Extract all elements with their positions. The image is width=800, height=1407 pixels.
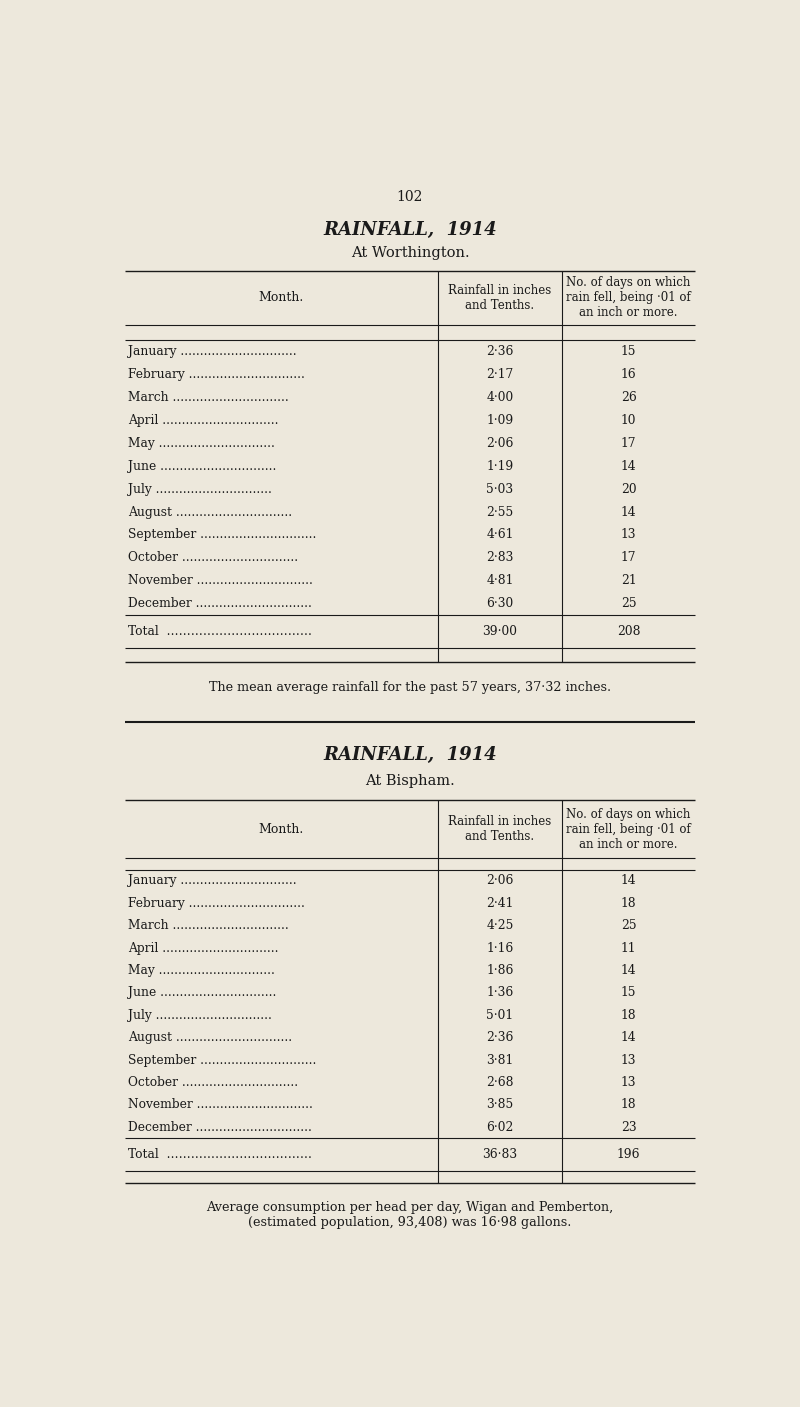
Text: 6·30: 6·30: [486, 597, 514, 611]
Text: January ..............................: January ..............................: [128, 345, 297, 357]
Text: 1·16: 1·16: [486, 941, 514, 955]
Text: 4·25: 4·25: [486, 919, 514, 933]
Text: 2·68: 2·68: [486, 1076, 514, 1089]
Text: Rainfall in inches
and Tenths.: Rainfall in inches and Tenths.: [448, 815, 551, 843]
Text: October ..............................: October ..............................: [128, 1076, 298, 1089]
Text: 14: 14: [621, 1031, 636, 1044]
Text: 1·36: 1·36: [486, 986, 514, 999]
Text: 5·01: 5·01: [486, 1009, 514, 1021]
Text: 14: 14: [621, 460, 636, 473]
Text: 2·55: 2·55: [486, 505, 514, 519]
Text: 14: 14: [621, 505, 636, 519]
Text: 18: 18: [621, 1099, 636, 1112]
Text: 14: 14: [621, 875, 636, 888]
Text: July ..............................: July ..............................: [128, 1009, 272, 1021]
Text: 13: 13: [621, 529, 636, 542]
Text: 18: 18: [621, 896, 636, 910]
Text: 6·02: 6·02: [486, 1121, 514, 1134]
Text: 15: 15: [621, 986, 636, 999]
Text: April ..............................: April ..............................: [128, 941, 278, 955]
Text: Average consumption per head per day, Wigan and Pemberton,
(estimated population: Average consumption per head per day, Wi…: [206, 1202, 614, 1230]
Text: August ..............................: August ..............................: [128, 1031, 292, 1044]
Text: 18: 18: [621, 1009, 636, 1021]
Text: 2·36: 2·36: [486, 345, 514, 357]
Text: July ..............................: July ..............................: [128, 483, 272, 495]
Text: May ..............................: May ..............................: [128, 436, 274, 450]
Text: December ..............................: December ..............................: [128, 597, 312, 611]
Text: 23: 23: [621, 1121, 636, 1134]
Text: 2·17: 2·17: [486, 367, 514, 381]
Text: Month.: Month.: [258, 291, 304, 304]
Text: January ..............................: January ..............................: [128, 875, 297, 888]
Text: April ..............................: April ..............................: [128, 414, 278, 426]
Text: No. of days on which
rain fell, being ·01 of
an inch or more.: No. of days on which rain fell, being ·0…: [566, 808, 691, 851]
Text: November ..............................: November ..............................: [128, 1099, 313, 1112]
Text: 5·03: 5·03: [486, 483, 514, 495]
Text: Rainfall in inches
and Tenths.: Rainfall in inches and Tenths.: [448, 284, 551, 312]
Text: 16: 16: [621, 367, 636, 381]
Text: June ..............................: June ..............................: [128, 986, 276, 999]
Text: 196: 196: [617, 1148, 640, 1161]
Text: 10: 10: [621, 414, 636, 426]
Text: 36·83: 36·83: [482, 1148, 518, 1161]
Text: 4·00: 4·00: [486, 391, 514, 404]
Text: February ..............................: February ..............................: [128, 367, 305, 381]
Text: At Worthington.: At Worthington.: [350, 246, 470, 260]
Text: 2·36: 2·36: [486, 1031, 514, 1044]
Text: Total  ………………………………: Total ………………………………: [128, 1148, 312, 1161]
Text: September ..............................: September ..............................: [128, 529, 316, 542]
Text: 2·83: 2·83: [486, 552, 514, 564]
Text: 17: 17: [621, 552, 636, 564]
Text: 26: 26: [621, 391, 637, 404]
Text: RAINFALL,  1914: RAINFALL, 1914: [323, 746, 497, 764]
Text: 2·06: 2·06: [486, 436, 514, 450]
Text: 1·86: 1·86: [486, 964, 514, 976]
Text: 102: 102: [397, 190, 423, 204]
Text: 11: 11: [621, 941, 636, 955]
Text: March ..............................: March ..............................: [128, 919, 289, 933]
Text: At Bispham.: At Bispham.: [365, 774, 455, 788]
Text: 14: 14: [621, 964, 636, 976]
Text: 3·85: 3·85: [486, 1099, 514, 1112]
Text: 208: 208: [617, 625, 640, 637]
Text: September ..............................: September ..............................: [128, 1054, 316, 1067]
Text: 25: 25: [621, 919, 636, 933]
Text: 2·41: 2·41: [486, 896, 514, 910]
Text: 1·19: 1·19: [486, 460, 514, 473]
Text: 13: 13: [621, 1076, 636, 1089]
Text: The mean average rainfall for the past 57 years, 37·32 inches.: The mean average rainfall for the past 5…: [209, 681, 611, 694]
Text: June ..............................: June ..............................: [128, 460, 276, 473]
Text: No. of days on which
rain fell, being ·01 of
an inch or more.: No. of days on which rain fell, being ·0…: [566, 276, 691, 319]
Text: October ..............................: October ..............................: [128, 552, 298, 564]
Text: March ..............................: March ..............................: [128, 391, 289, 404]
Text: 20: 20: [621, 483, 636, 495]
Text: 4·81: 4·81: [486, 574, 514, 587]
Text: 25: 25: [621, 597, 636, 611]
Text: Total  ………………………………: Total ………………………………: [128, 625, 312, 637]
Text: 13: 13: [621, 1054, 636, 1067]
Text: May ..............................: May ..............................: [128, 964, 274, 976]
Text: Month.: Month.: [258, 823, 304, 836]
Text: February ..............................: February ..............................: [128, 896, 305, 910]
Text: 2·06: 2·06: [486, 875, 514, 888]
Text: 15: 15: [621, 345, 636, 357]
Text: 17: 17: [621, 436, 636, 450]
Text: 4·61: 4·61: [486, 529, 514, 542]
Text: 3·81: 3·81: [486, 1054, 514, 1067]
Text: 39·00: 39·00: [482, 625, 518, 637]
Text: August ..............................: August ..............................: [128, 505, 292, 519]
Text: 21: 21: [621, 574, 636, 587]
Text: 1·09: 1·09: [486, 414, 514, 426]
Text: RAINFALL,  1914: RAINFALL, 1914: [323, 221, 497, 239]
Text: November ..............................: November ..............................: [128, 574, 313, 587]
Text: December ..............................: December ..............................: [128, 1121, 312, 1134]
